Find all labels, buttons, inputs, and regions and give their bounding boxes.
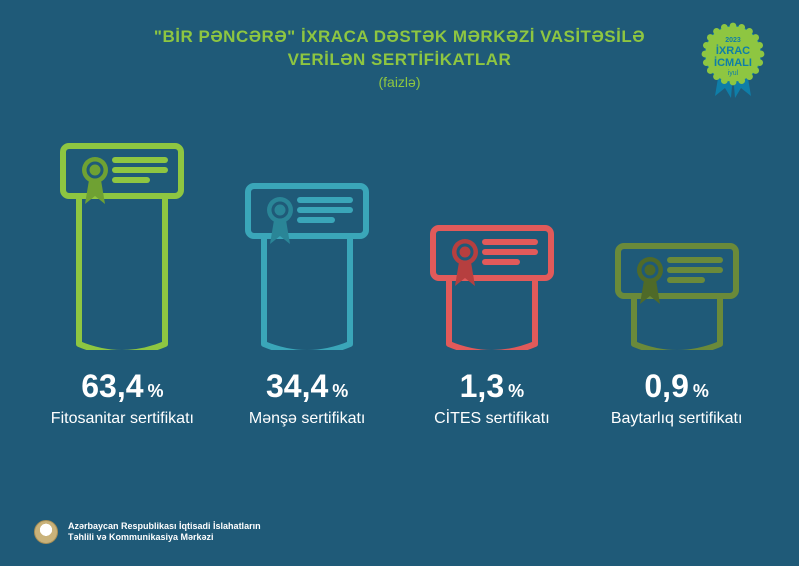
emblem-icon [34, 520, 58, 544]
percent-sign: % [693, 381, 709, 402]
svg-text:2023: 2023 [725, 37, 741, 44]
certificate-label: Mənşə sertifikatı [249, 409, 365, 429]
value-row: 1,3 % [460, 368, 525, 405]
certificate-label: Baytarlıq sertifikatı [611, 409, 743, 429]
certificate-icon [242, 180, 372, 350]
footer-line-1: Azərbaycan Respublikası İqtisadi İslahat… [68, 521, 261, 532]
footer-text: Azərbaycan Respublikası İqtisadi İslahat… [68, 521, 261, 544]
infographic-page: "BİR PƏNCƏRƏ" İXRACA DƏSTƏK MƏRKƏZİ VASİ… [0, 0, 799, 566]
value-row: 0,9 % [644, 368, 709, 405]
footer-line-2: Təhlili və Kommunikasiya Mərkəzi [68, 532, 261, 543]
svg-text:İXRAC: İXRAC [716, 44, 750, 57]
footer: Azərbaycan Respublikası İqtisadi İslahat… [34, 520, 261, 544]
certificate-label: Fitosanitar sertifikatı [51, 409, 194, 429]
certificate-item: 1,3 % CİTES sertifikatı [412, 222, 572, 429]
value-row: 34,4 % [266, 368, 348, 405]
certificate-label: CİTES sertifikatı [434, 409, 550, 429]
value-number: 34,4 [266, 368, 328, 405]
percent-sign: % [148, 381, 164, 402]
title-line-1: "BİR PƏNCƏRƏ" İXRACA DƏSTƏK MƏRKƏZİ VASİ… [0, 26, 799, 49]
percent-sign: % [332, 381, 348, 402]
value-number: 63,4 [81, 368, 143, 405]
certificate-icon [57, 140, 187, 350]
certificate-item: 34,4 % Mənşə sertifikatı [227, 180, 387, 429]
certificate-icon [612, 240, 742, 350]
percent-sign: % [508, 381, 524, 402]
value-number: 0,9 [644, 368, 688, 405]
badge-icon: 2023 İXRAC İCMALI iyul [695, 22, 771, 98]
svg-text:iyul: iyul [728, 70, 739, 77]
svg-text:İCMALI: İCMALI [714, 56, 752, 69]
export-review-badge: 2023 İXRAC İCMALI iyul [695, 22, 771, 98]
value-row: 63,4 % [81, 368, 163, 405]
title-line-2: VERİLƏN SERTİFİKATLAR [0, 49, 799, 72]
certificate-item: 0,9 % Baytarlıq sertifikatı [597, 240, 757, 429]
certificate-items: 63,4 % Fitosanitar sertifikatı 34,4 % Mə… [0, 140, 799, 429]
certificate-item: 63,4 % Fitosanitar sertifikatı [42, 140, 202, 429]
value-number: 1,3 [460, 368, 504, 405]
certificate-icon [427, 222, 557, 350]
header: "BİR PƏNCƏRƏ" İXRACA DƏSTƏK MƏRKƏZİ VASİ… [0, 0, 799, 90]
subtitle: (faizlə) [0, 74, 799, 90]
